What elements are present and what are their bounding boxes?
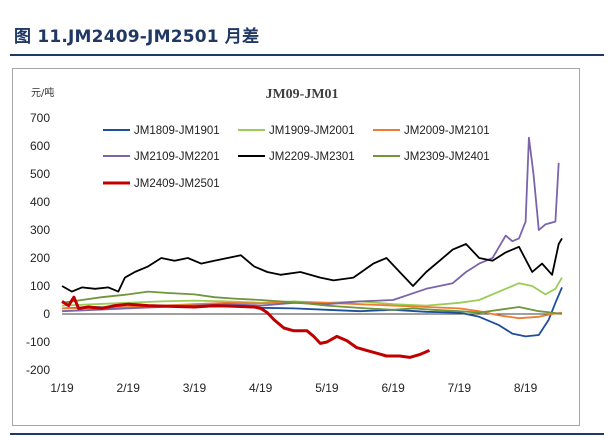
x-tick-label: 7/19 bbox=[448, 381, 472, 395]
figure-title: 图 11.JM2409-JM2501 月差 bbox=[14, 27, 260, 47]
x-tick-label: 1/19 bbox=[50, 381, 74, 395]
legend-label: JM2209-JM2301 bbox=[269, 151, 355, 163]
legend-label: JM2409-JM2501 bbox=[134, 178, 220, 190]
x-axis-ticks: 1/19 2/19 3/19 4/19 5/19 6/19 7/19 8/19 bbox=[50, 381, 537, 395]
x-tick-label: 3/19 bbox=[183, 381, 207, 395]
y-tick-label: 300 bbox=[30, 223, 50, 237]
y-tick-label: -100 bbox=[26, 335, 50, 349]
chart-title: JM09-JM01 bbox=[265, 87, 338, 102]
series-line-jm2309-jm2401 bbox=[61, 290, 563, 315]
figure-header: 图 11.JM2409-JM2501 月差 bbox=[0, 0, 614, 58]
x-tick-label: 6/19 bbox=[381, 381, 405, 395]
x-tick-label: 2/19 bbox=[117, 381, 141, 395]
legend-label: JM2009-JM2101 bbox=[404, 125, 490, 137]
legend-label: JM2109-JM2201 bbox=[134, 151, 220, 163]
series-lines bbox=[61, 136, 563, 359]
series-line-jm2409-jm2501 bbox=[61, 295, 431, 359]
footer-divider bbox=[10, 433, 604, 435]
y-axis-unit: 元/吨 bbox=[31, 86, 54, 99]
legend-label: JM1909-JM2001 bbox=[269, 125, 355, 137]
header-divider bbox=[10, 54, 604, 56]
y-tick-label: 100 bbox=[30, 279, 50, 293]
y-tick-label: 700 bbox=[30, 111, 50, 125]
x-tick-label: 4/19 bbox=[249, 381, 273, 395]
y-tick-label: 0 bbox=[43, 307, 50, 321]
y-axis-ticks: -200 -100 0 100 200 300 400 500 600 700 bbox=[26, 111, 50, 377]
legend-label: JM2309-JM2401 bbox=[404, 151, 490, 163]
chart-frame bbox=[12, 68, 580, 426]
legend-label: JM1809-JM1901 bbox=[134, 125, 220, 137]
y-tick-label: 600 bbox=[30, 139, 50, 153]
series-line-jm1909-jm2001 bbox=[61, 277, 563, 307]
x-tick-label: 5/19 bbox=[315, 381, 339, 395]
y-tick-label: 500 bbox=[30, 167, 50, 181]
series-line-jm2209-jm2301 bbox=[61, 237, 563, 293]
x-tick-label: 8/19 bbox=[514, 381, 538, 395]
legend: JM1809-JM1901 JM1909-JM2001 JM2009-JM2101 J… bbox=[103, 125, 490, 190]
y-tick-label: 200 bbox=[30, 251, 50, 265]
y-tick-label: 400 bbox=[30, 195, 50, 209]
y-tick-label: -200 bbox=[26, 363, 50, 377]
series-line-jm2109-jm2201 bbox=[61, 136, 560, 313]
